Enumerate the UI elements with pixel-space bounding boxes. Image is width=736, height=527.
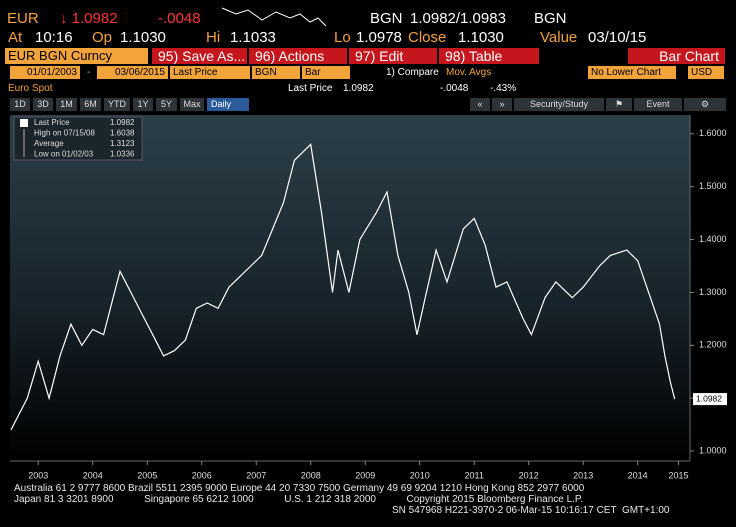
legend-label: High on 07/15/08 <box>34 129 95 138</box>
price-line <box>10 143 676 431</box>
stat-value: 1.1030 <box>120 29 166 46</box>
period-button[interactable]: Daily <box>207 98 249 111</box>
stat-value: 1.0978 <box>356 29 402 46</box>
scroll-right[interactable]: » <box>492 98 512 111</box>
bid-ask: 1.0982/1.0983 <box>410 10 506 27</box>
dash: - <box>87 67 91 78</box>
flag-icon[interactable]: ⚑ <box>606 98 632 111</box>
x-tick-label: 2010 <box>410 470 430 480</box>
stat-label: Value <box>540 29 578 46</box>
menu-button[interactable]: 96) Actions <box>249 48 347 64</box>
compare[interactable]: 1) Compare <box>386 67 439 78</box>
y-tick-label: 1.2000 <box>699 340 727 350</box>
legend-label: Low on 01/02/03 <box>34 150 94 159</box>
legend-label: Last Price <box>34 118 70 127</box>
footer-line: SN 547968 H221-3970-2 06-Mar-15 10:16:17… <box>392 505 670 516</box>
field-select[interactable]: Last Price <box>170 66 250 79</box>
x-tick-label: 2006 <box>192 470 212 480</box>
legend-label: Average <box>34 139 64 148</box>
y-tick-label: 1.3000 <box>699 287 727 297</box>
view-button[interactable]: Bar Chart <box>628 48 725 64</box>
ticker: EUR <box>7 10 39 27</box>
period-button[interactable]: 1M <box>56 98 77 111</box>
period-button[interactable]: 1D <box>10 98 30 111</box>
x-tick-label: 2007 <box>246 470 266 480</box>
period-button[interactable]: 6M <box>80 98 101 111</box>
scroll-left[interactable]: « <box>470 98 490 111</box>
security-name: Euro Spot <box>8 83 53 94</box>
y-tick-label: 1.5000 <box>699 181 727 191</box>
x-tick-label: 2012 <box>519 470 539 480</box>
legend-value: 1.0982 <box>110 118 135 127</box>
footer-line: Australia 61 2 9777 8600 Brazil 5511 239… <box>14 483 585 494</box>
currency-select[interactable]: BGN <box>252 66 300 79</box>
menu-button[interactable]: 97) Edit <box>349 48 437 64</box>
y-tick-label: 1.0000 <box>699 445 727 455</box>
end-date[interactable]: 03/06/2015 <box>97 66 168 79</box>
period-button[interactable]: Max <box>180 98 204 111</box>
stat-label: Op <box>92 29 113 46</box>
y-tick-label: 1.6000 <box>699 128 727 138</box>
menu-button[interactable]: 98) Table <box>439 48 539 64</box>
x-tick-label: 2011 <box>465 470 484 480</box>
pct-change: -.43% <box>490 83 517 94</box>
stat-label: Close <box>408 29 447 46</box>
period-button[interactable]: YTD <box>104 98 130 111</box>
mov-avgs[interactable]: Mov. Avgs <box>446 67 492 78</box>
stat-value: 03/10/15 <box>588 29 647 46</box>
stat-label: Lo <box>334 29 351 46</box>
stat-value: 1.1033 <box>230 29 276 46</box>
legend-swatch <box>20 119 28 127</box>
y-tick-label: 1.4000 <box>699 234 727 244</box>
settings-icon[interactable]: ⚙ <box>684 98 726 111</box>
ccy-select[interactable]: USD <box>688 66 724 79</box>
footer-line: Japan 81 3 3201 8900 Singapore 65 6212 1… <box>14 494 584 505</box>
x-tick-label: 2013 <box>573 470 593 480</box>
last-price-tag <box>693 393 727 406</box>
last: 1.0982 <box>343 83 374 94</box>
stat-label: At <box>8 29 23 46</box>
lower-select[interactable]: No Lower Chart <box>588 66 676 79</box>
legend-box <box>13 116 143 161</box>
sparkline <box>221 7 327 27</box>
x-tick-label: 2004 <box>83 470 103 480</box>
period-button[interactable]: 1Y <box>133 98 153 111</box>
currency: BGN <box>534 10 567 27</box>
x-tick-label: 2014 <box>628 470 648 480</box>
study-button[interactable]: Security/Study <box>514 98 604 111</box>
x-tick-label: 2003 <box>28 470 48 480</box>
last-price: ↓ 1.0982 <box>60 10 118 27</box>
security[interactable]: EUR BGN Curncy <box>5 48 148 64</box>
x-tick-label: 2005 <box>137 470 157 480</box>
x-tick-label: 2008 <box>301 470 321 480</box>
stat-value: 1.1030 <box>458 29 504 46</box>
period-button[interactable]: 3D <box>33 98 53 111</box>
last-price-label: 1.0982 <box>696 393 722 403</box>
change: -.0048 <box>158 10 201 27</box>
change: -.0048 <box>440 83 469 94</box>
style-select[interactable]: Bar <box>302 66 350 79</box>
event-button[interactable]: Event <box>634 98 682 111</box>
legend-value: 1.6038 <box>110 129 135 138</box>
x-tick-label: 2009 <box>355 470 375 480</box>
start-date[interactable]: 01/01/2003 <box>10 66 80 79</box>
period-button[interactable]: 5Y <box>156 98 177 111</box>
legend-value: 1.3123 <box>110 139 135 148</box>
legend-value: 1.0336 <box>110 150 135 159</box>
x-tick-label: 2015 <box>669 470 689 480</box>
currency: BGN <box>370 10 403 27</box>
menu-button[interactable]: 95) Save As... <box>152 48 247 64</box>
field: Last Price <box>288 83 333 94</box>
stat-label: Hi <box>206 29 221 46</box>
stat-value: 10:16 <box>35 29 73 46</box>
